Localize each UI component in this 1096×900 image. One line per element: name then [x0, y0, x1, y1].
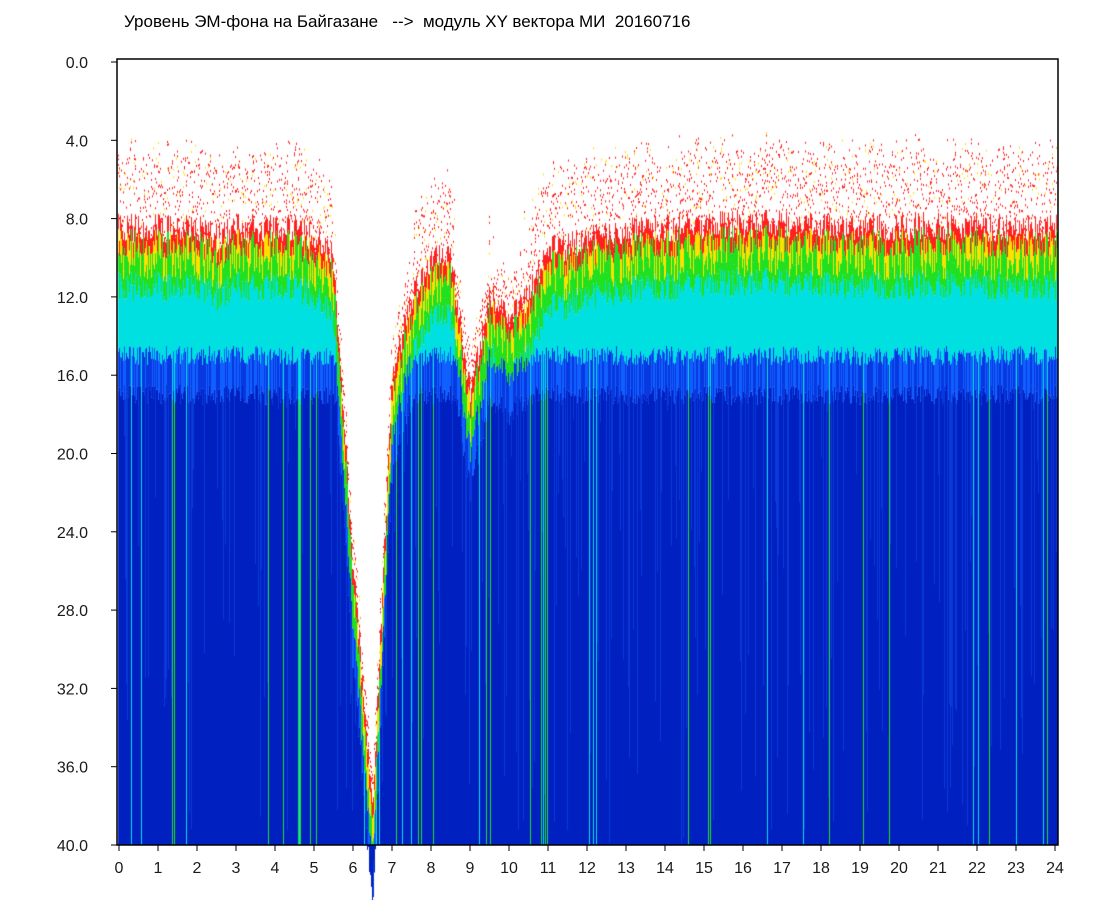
x-tick-label: 20 [890, 860, 908, 877]
y-tick-label: 12.0 [57, 290, 88, 307]
x-tick-label: 12 [578, 860, 596, 877]
x-tick-label: 19 [851, 860, 869, 877]
x-tick-label: 24 [1046, 860, 1064, 877]
y-tick-label: 0.0 [66, 55, 88, 72]
y-tick-label: 28.0 [57, 603, 88, 620]
y-tick-label: 40.0 [57, 838, 88, 855]
x-tick-label: 23 [1007, 860, 1025, 877]
x-tick-label: 11 [540, 860, 557, 877]
x-tick-label: 17 [773, 860, 791, 877]
x-tick-label: 8 [427, 860, 436, 877]
x-tick-label: 13 [617, 860, 635, 877]
y-tick-label: 24.0 [57, 525, 88, 542]
x-tick-label: 3 [232, 860, 241, 877]
x-tick-label: 14 [656, 860, 674, 877]
y-tick-label: 36.0 [57, 760, 88, 777]
x-tick-label: 18 [812, 860, 830, 877]
y-tick-label: 8.0 [66, 212, 88, 229]
x-tick-label: 0 [115, 860, 124, 877]
x-tick-label: 6 [349, 860, 358, 877]
y-tick-label: 32.0 [57, 681, 88, 698]
y-tick-label: 16.0 [57, 368, 88, 385]
plot-frame [116, 58, 1059, 846]
x-tick-label: 4 [271, 860, 280, 877]
chart-title: Уровень ЭМ-фона на Байгазане --> модуль … [124, 12, 691, 31]
x-tick-label: 22 [968, 860, 986, 877]
x-tick-label: 5 [310, 860, 319, 877]
x-tick-label: 9 [466, 860, 475, 877]
x-tick-label: 1 [154, 860, 163, 877]
x-tick-label: 15 [695, 860, 713, 877]
x-tick-label: 2 [193, 860, 202, 877]
y-tick-label: 4.0 [66, 133, 88, 150]
x-tick-label: 10 [500, 860, 518, 877]
x-tick-label: 7 [388, 860, 397, 877]
x-tick-label: 21 [929, 860, 947, 877]
y-tick-label: 20.0 [57, 447, 88, 464]
x-tick-label: 16 [734, 860, 752, 877]
